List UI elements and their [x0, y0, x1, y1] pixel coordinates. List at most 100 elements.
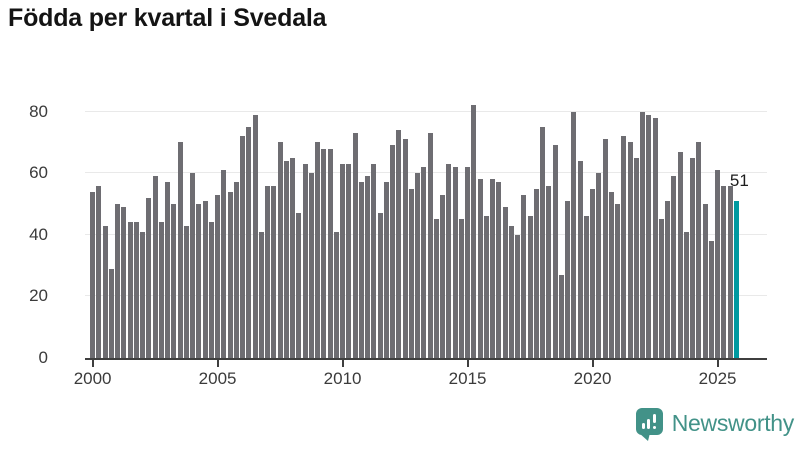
- bar: [246, 127, 252, 358]
- bar: [715, 170, 721, 358]
- bar: [252, 114, 258, 358]
- x-axis-label-2020: 2020: [573, 369, 612, 388]
- bar: [471, 105, 477, 358]
- x-axis-label-2025: 2025: [698, 369, 737, 388]
- bar: [290, 157, 296, 358]
- bar: [127, 222, 133, 358]
- bar: [190, 173, 196, 358]
- bar: [283, 160, 289, 358]
- last-value-annotation: 51: [729, 171, 749, 190]
- exclamation-dot-icon: [652, 425, 656, 429]
- x-axis-tick-2000: [91, 360, 94, 367]
- bar: [108, 268, 114, 358]
- y-axis-label-60: 60: [29, 163, 48, 183]
- bar: [240, 136, 246, 358]
- bar: [458, 219, 464, 358]
- bar: [165, 182, 171, 358]
- bar: [208, 222, 214, 358]
- bar: [533, 188, 539, 358]
- mini-bar-icon: [641, 422, 645, 429]
- bar: [508, 225, 514, 358]
- bar: [152, 176, 158, 358]
- x-axis-label-2005: 2005: [198, 369, 237, 388]
- bar: [621, 136, 627, 358]
- bar: [727, 185, 733, 358]
- bar: [683, 231, 689, 358]
- x-axis-label-2000: 2000: [73, 369, 112, 388]
- bar: [590, 188, 596, 358]
- bar: [90, 191, 96, 358]
- mini-bar-icon: [646, 418, 650, 429]
- newsworthy-branding: Newsworthy: [635, 404, 794, 442]
- bar: [671, 176, 677, 358]
- bar: [302, 163, 308, 358]
- bar: [121, 207, 127, 358]
- bar: [221, 170, 227, 358]
- gridline-y80: [85, 110, 767, 112]
- bar: [721, 185, 727, 358]
- bar: [558, 274, 564, 358]
- bar: [346, 163, 352, 358]
- bar: [596, 173, 602, 358]
- bar: [358, 182, 364, 358]
- bar: [402, 139, 408, 358]
- bar: [115, 204, 121, 358]
- bar: [377, 213, 383, 358]
- bar: [527, 216, 533, 358]
- x-axis-label-2015: 2015: [448, 369, 487, 388]
- bar: [183, 225, 189, 358]
- y-axis-label-20: 20: [29, 286, 48, 306]
- bar: [271, 185, 277, 358]
- bar: [640, 111, 646, 358]
- bar: [446, 163, 452, 358]
- bar: [658, 219, 664, 358]
- bar: [352, 133, 358, 358]
- x-axis-tick-2005: [216, 360, 219, 367]
- chart-title: Födda per kvartal i Svedala: [8, 4, 327, 32]
- bar: [277, 142, 283, 358]
- bar: [215, 194, 221, 358]
- bar: [702, 204, 708, 358]
- bar: [408, 188, 414, 358]
- bar: [421, 167, 427, 358]
- bar: [627, 142, 633, 358]
- bar: [196, 204, 202, 358]
- bar: [333, 231, 339, 358]
- bar: [227, 191, 233, 358]
- bar: [296, 213, 302, 358]
- bar: [546, 185, 552, 358]
- bar: [140, 231, 146, 358]
- bar: [615, 204, 621, 358]
- bar: [708, 240, 714, 358]
- bar: [202, 200, 208, 358]
- bar: [483, 216, 489, 358]
- bar: [327, 148, 333, 358]
- bar: [315, 142, 321, 358]
- x-axis-label-2010: 2010: [323, 369, 362, 388]
- y-axis-label-40: 40: [29, 224, 48, 244]
- bar: [477, 179, 483, 358]
- bar: [96, 185, 102, 358]
- bar: [177, 142, 183, 358]
- plot-area: 0 20 40 60 80 2000 2005 2010 2015 2020 2025: [29, 98, 767, 388]
- highlighted-bar: [733, 200, 739, 358]
- bar: [646, 114, 652, 358]
- bar: [171, 204, 177, 358]
- x-axis-tick-2015: [466, 360, 469, 367]
- bar: [427, 133, 433, 358]
- bar: [158, 222, 164, 358]
- bar: [496, 182, 502, 358]
- bar: [633, 157, 639, 358]
- bar: [571, 111, 577, 358]
- bar: [696, 142, 702, 358]
- bar: [102, 225, 108, 358]
- bar: [233, 182, 239, 358]
- bar: [365, 176, 371, 358]
- x-axis-tick-2010: [341, 360, 344, 367]
- bar: [383, 182, 389, 358]
- bar: [515, 234, 521, 358]
- bar-chart-speech-bubble-icon: [635, 407, 663, 441]
- y-axis-label-80: 80: [29, 101, 48, 121]
- bar: [440, 194, 446, 358]
- bar: [540, 127, 546, 358]
